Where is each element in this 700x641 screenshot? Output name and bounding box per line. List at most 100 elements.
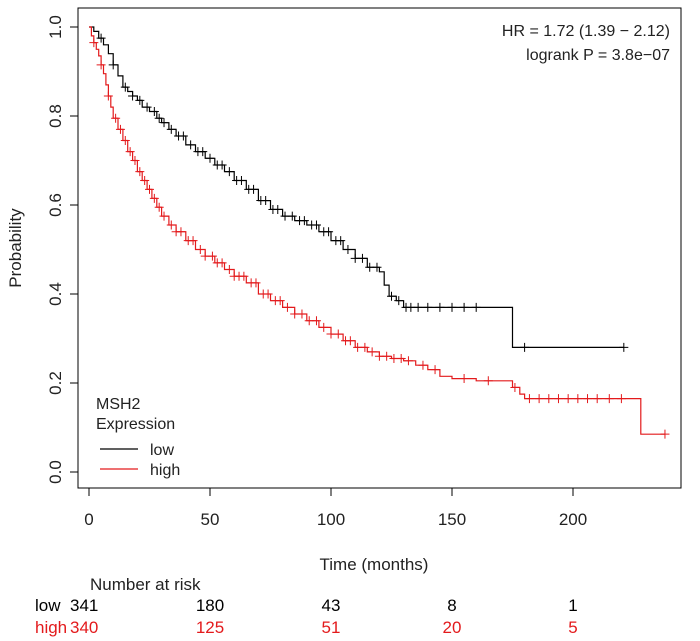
censor-mark-low (217, 160, 227, 170)
x-tick-label: 150 (438, 510, 466, 529)
risk-table: low 341 180 43 8 1 high 340 125 51 20 5 (35, 596, 578, 637)
censor-mark-low (619, 342, 629, 352)
censor-mark-low (198, 147, 208, 157)
censor-mark-low (357, 253, 367, 263)
x-tick-label: 200 (559, 510, 587, 529)
censor-mark-low (387, 291, 396, 301)
censor-mark-low (447, 302, 457, 312)
x-tick-label: 50 (201, 510, 220, 529)
legend-title-gene: MSH2 (96, 396, 141, 413)
risk-value-low: 180 (196, 596, 224, 615)
censor-mark-high (483, 376, 493, 386)
censor-mark-low (413, 302, 423, 312)
censor-mark-low (186, 140, 196, 150)
censor-mark-low (178, 131, 188, 141)
censor-mark-high (553, 394, 563, 404)
risk-value-low: 8 (447, 596, 456, 615)
censor-mark-low (459, 302, 469, 312)
censor-mark-low (435, 302, 445, 312)
censor-mark-high (616, 394, 626, 404)
censor-mark-high (239, 271, 249, 281)
censor-mark-low (108, 60, 118, 70)
censor-mark-low (128, 91, 138, 101)
censor-mark-high (135, 167, 145, 177)
series-group (89, 26, 670, 439)
censor-mark-high (125, 147, 135, 157)
risk-table-title: Number at risk (90, 575, 201, 594)
plot-frame (77, 7, 682, 489)
risk-row-label-high: high (35, 618, 67, 637)
censor-mark-low (236, 176, 246, 186)
censor-mark-low (224, 167, 234, 177)
risk-value-high: 340 (70, 618, 98, 637)
censor-mark-high (403, 356, 413, 366)
censor-mark-low (520, 342, 530, 352)
censor-mark-low (423, 302, 433, 312)
censor-mark-high (418, 360, 428, 370)
censor-mark-low (394, 296, 404, 306)
censor-mark-high (188, 236, 198, 246)
legend-label-low: low (150, 442, 174, 459)
censor-mark-high (149, 193, 159, 203)
censor-mark-high (120, 135, 130, 145)
censor-mark-high (96, 60, 106, 70)
censor-mark-low (287, 211, 297, 221)
censor-mark-high (207, 251, 217, 261)
y-tick-label: 0.0 (46, 460, 65, 484)
censor-mark-low (311, 220, 321, 230)
censor-mark-high (282, 302, 292, 312)
censor-mark-low (159, 118, 169, 128)
risk-row-label-low: low (35, 596, 61, 615)
censor-mark-high (297, 309, 307, 319)
risk-value-low: 341 (70, 596, 98, 615)
censor-mark-high (563, 394, 573, 404)
censor-mark-high (311, 316, 321, 326)
censor-mark-high (360, 342, 370, 352)
censor-mark-low (205, 153, 215, 163)
censor-mark-high (524, 394, 534, 404)
axes: 0 50 100 150 200 0.0 0.2 0.4 0.6 0.8 1.0 (46, 15, 587, 529)
censor-mark-high (510, 382, 520, 392)
risk-value-low: 43 (322, 596, 341, 615)
censor-mark-high (195, 245, 205, 254)
x-tick-label: 100 (317, 510, 345, 529)
censor-mark-low (120, 82, 130, 92)
censor-mark-high (159, 211, 169, 221)
censor-mark-low (142, 102, 152, 112)
censor-mark-high (430, 365, 440, 375)
censor-mark-high (275, 296, 285, 306)
censor-mark-high (573, 394, 583, 404)
censor-mark-high (176, 227, 186, 237)
y-axis-label: Probability (6, 208, 25, 288)
censor-mark-low (166, 124, 176, 134)
censor-mark-low (149, 107, 159, 117)
censor-mark-high (115, 124, 125, 134)
risk-value-low: 1 (568, 596, 577, 615)
censor-mark-high (660, 429, 670, 439)
censor-mark-low (471, 302, 481, 312)
censor-mark-high (544, 394, 554, 404)
legend: MSH2 Expression low high (96, 396, 180, 479)
y-tick-label: 0.4 (46, 282, 65, 306)
censor-mark-high (130, 156, 140, 165)
censor-mark-high (251, 278, 261, 288)
censor-mark-high (396, 354, 406, 364)
legend-label-high: high (150, 462, 180, 479)
censor-mark-high (604, 394, 614, 404)
y-tick-label: 0.8 (46, 104, 65, 128)
censor-mark-high (319, 322, 329, 332)
legend-title-expression: Expression (96, 416, 175, 433)
censor-mark-high (345, 336, 355, 346)
censor-mark-low (336, 236, 346, 246)
censor-mark-high (333, 329, 343, 339)
censor-mark-low (154, 113, 164, 123)
censor-mark-low (96, 33, 106, 43)
logrank-annotation: logrank P = 3.8e−07 (526, 47, 670, 64)
series-line-high (89, 26, 665, 435)
censor-mark-high (140, 176, 150, 186)
series-line-low (89, 26, 624, 348)
censor-mark-high (217, 258, 227, 268)
x-tick-label: 0 (84, 510, 93, 529)
censor-mark-high (224, 265, 234, 275)
censor-mark-high (534, 394, 544, 404)
